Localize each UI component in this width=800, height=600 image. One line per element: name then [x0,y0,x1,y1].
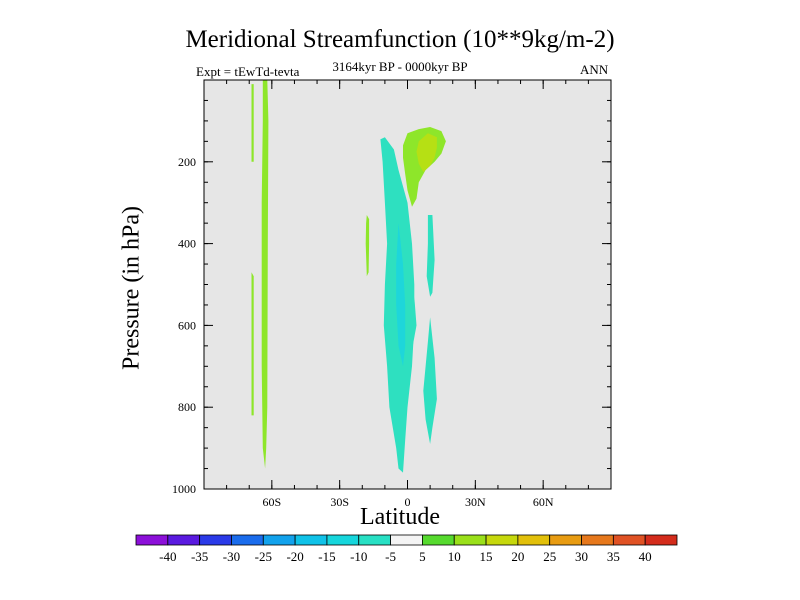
colorbar-label: 40 [639,549,652,564]
contour-cell-60s-strip [251,84,254,162]
colorbar-swatch [485,534,519,546]
chart-subtitle: 3164kyr BP - 0000kyr BP [332,59,468,74]
colorbar-label: 10 [448,549,461,564]
colorbar-swatch [199,534,232,546]
colorbar-label: -10 [350,549,367,564]
y-tick-label: 600 [178,318,196,332]
colorbar-label: -5 [385,549,396,564]
colorbar-label: -25 [255,549,272,564]
x-tick-label: 60N [533,495,554,509]
y-tick-label: 800 [178,400,196,414]
y-tick-label: 1000 [172,482,196,496]
colorbar-label: 30 [575,549,588,564]
colorbar-swatch [517,534,551,546]
x-tick-label: 0 [405,495,411,509]
colorbar-swatch [453,534,487,546]
colorbar-swatch [644,534,678,546]
colorbar-label: -30 [223,549,240,564]
contour-cell-nh-low [423,317,437,444]
colorbar-label: -35 [191,549,208,564]
y-tick-label: 200 [178,155,196,169]
colorbar-swatch [390,534,423,546]
experiment-label: Expt = tEwTd-tevta [196,64,300,79]
colorbar-label: -15 [318,549,335,564]
x-axis-label: Latitude [360,504,440,530]
contour-cell-60s-main [261,80,269,469]
contour-cell-sh-tropics [365,215,370,277]
colorbar-swatch [422,534,455,546]
colorbar-label: 15 [480,549,493,564]
colorbar-swatch [262,534,296,546]
colorbar-label: 35 [607,549,620,564]
colorbar-label: -40 [159,549,176,564]
colorbar-swatch [581,534,614,546]
chart-title: Meridional Streamfunction (10**9kg/m-2) [185,26,615,53]
contour-cell-equatorial-core [396,223,406,367]
colorbar-swatch [167,534,201,546]
contour-cell-60s-lower-strip [251,272,254,416]
x-tick-label: 60S [262,495,281,509]
colorbar-swatch [326,534,360,546]
colorbar-swatch [612,534,646,546]
colorbar-label: -20 [286,549,303,564]
period-label: ANN [580,62,609,77]
colorbar-swatch [358,534,391,546]
contour-cell-nh-equator-low [412,296,417,350]
colorbar-label: 5 [419,549,426,564]
colorbar-swatch [549,534,582,546]
contour-cell-nh-upper-core [416,133,437,172]
contour-cell-nh-mid [426,215,435,297]
x-tick-label: 30N [465,495,486,509]
y-tick-label: 400 [178,237,196,251]
colorbar-swatch [135,534,169,546]
colorbar-swatch [294,534,328,546]
colorbar-swatch [231,534,264,546]
colorbar-label: 25 [543,549,556,564]
x-tick-label: 30S [330,495,349,509]
colorbar-label: 20 [511,549,524,564]
